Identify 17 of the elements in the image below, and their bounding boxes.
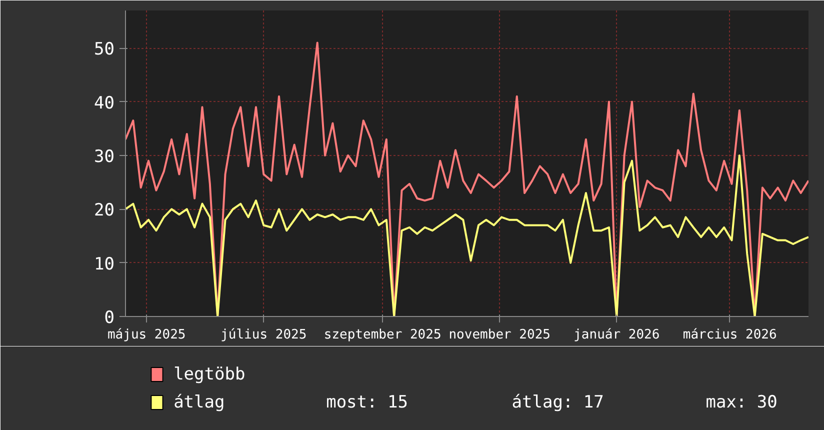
y-tick-label: 40 <box>94 93 115 114</box>
x-tick-label: március 2026 <box>682 328 777 342</box>
x-tick-label: július 2025 <box>220 328 307 342</box>
y-tick-label: 0 <box>104 308 115 328</box>
legend-label: átlag <box>174 392 225 412</box>
text: max: 30 <box>706 392 778 412</box>
text: átlag: 17 <box>512 392 604 412</box>
text: most: 15 <box>326 392 408 412</box>
x-tick-label: szeptember 2025 <box>324 328 442 342</box>
legend-label: legtöbb <box>174 364 246 384</box>
y-tick-label: 10 <box>94 254 115 274</box>
y-tick-label: 50 <box>94 40 115 60</box>
y-tick-label: 20 <box>94 200 115 221</box>
y-tick-label: 30 <box>94 146 115 167</box>
x-tick-label: május 2025 <box>107 328 186 342</box>
x-tick-label: november 2025 <box>448 328 550 342</box>
x-tick-label: január 2026 <box>574 328 660 342</box>
